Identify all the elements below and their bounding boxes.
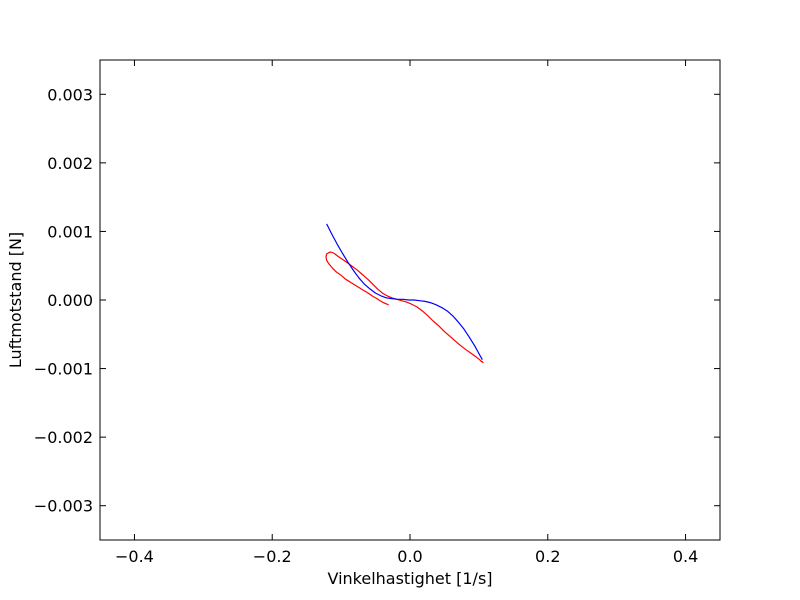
- y-tick-label: 0.003: [47, 85, 93, 104]
- series-line-0: [325, 251, 484, 363]
- x-tick-label: 0.4: [673, 547, 698, 566]
- x-tick-label: 0.0: [397, 547, 422, 566]
- axes-frame: [99, 59, 721, 541]
- series-line-1: [326, 223, 483, 360]
- y-tick-label: −0.003: [34, 497, 93, 516]
- y-tick-label: −0.001: [34, 360, 93, 379]
- x-tick-label: 0.2: [535, 547, 560, 566]
- x-tick-label: −0.4: [115, 547, 154, 566]
- y-tick-label: 0.001: [47, 222, 93, 241]
- x-tick-label: −0.2: [253, 547, 292, 566]
- y-tick-label: −0.002: [34, 428, 93, 447]
- plot-area: [325, 223, 484, 363]
- y-axis-label: Luftmotstand [N]: [6, 232, 25, 368]
- y-tick-label: 0.000: [47, 291, 93, 310]
- axis-ticks: −0.4 −0.2 0.0 0.2 0.4 0.003 0.002 0.001 0.000 −0.…: [34, 60, 720, 566]
- y-tick-label: 0.002: [47, 154, 93, 173]
- x-axis-label: Vinkelhastighet [1/s]: [327, 569, 492, 588]
